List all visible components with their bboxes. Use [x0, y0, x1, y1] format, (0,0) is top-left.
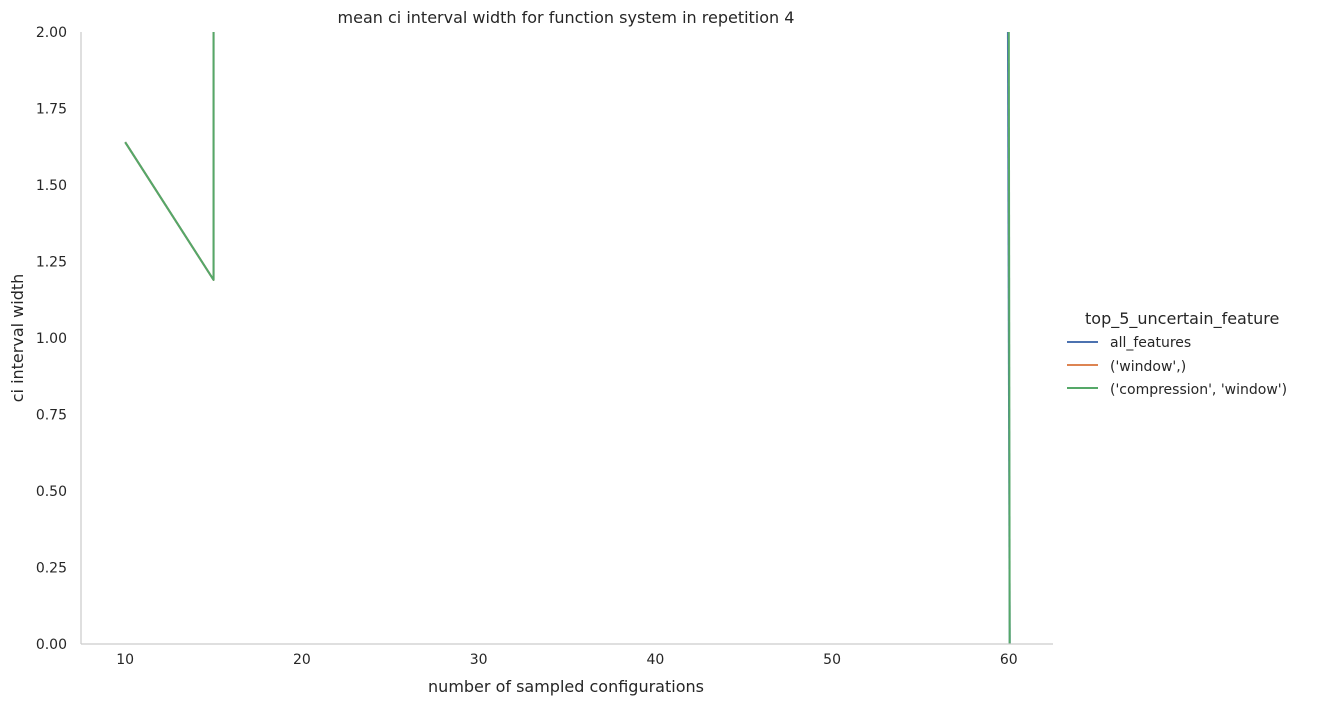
x-tick-label: 30 [470, 652, 488, 668]
y-tick-labels: 0.00 0.25 0.50 0.75 1.00 1.25 1.50 1.75 2.00 [36, 25, 67, 653]
plot-area [124, 31, 1011, 645]
x-tick-labels: 10 20 30 40 50 60 [116, 652, 1017, 668]
x-tick-label: 50 [823, 652, 841, 668]
y-tick-label: 0.00 [36, 637, 67, 653]
y-tick-label: 1.50 [36, 178, 67, 194]
y-tick-label: 0.50 [36, 484, 67, 500]
y-tick-label: 1.75 [36, 102, 67, 118]
x-tick-label: 40 [646, 652, 664, 668]
series-line-1 [124, 32, 215, 281]
chart-title: mean ci interval width for function syst… [338, 8, 795, 27]
legend-title: top_5_uncertain_feature [1085, 309, 1279, 329]
series-line-2 [124, 32, 215, 281]
legend: top_5_uncertain_feature all_features ('w… [1067, 309, 1287, 398]
y-tick-label: 1.00 [36, 331, 67, 347]
x-tick-label: 10 [116, 652, 134, 668]
series-spike-1 [1007, 31, 1011, 645]
y-tick-label: 1.25 [36, 255, 67, 271]
x-tick-label: 60 [1000, 652, 1018, 668]
legend-label-all-features: all_features [1110, 335, 1191, 351]
legend-label-compression-window: ('compression', 'window') [1110, 382, 1287, 398]
x-axis-label: number of sampled configurations [428, 677, 704, 696]
legend-label-window: ('window',) [1110, 359, 1186, 375]
y-tick-label: 0.75 [36, 408, 67, 424]
series-line-0 [124, 32, 215, 281]
y-axis-label: ci interval width [8, 274, 27, 403]
y-tick-label: 2.00 [36, 25, 67, 41]
y-tick-label: 0.25 [36, 561, 67, 577]
x-tick-label: 20 [293, 652, 311, 668]
